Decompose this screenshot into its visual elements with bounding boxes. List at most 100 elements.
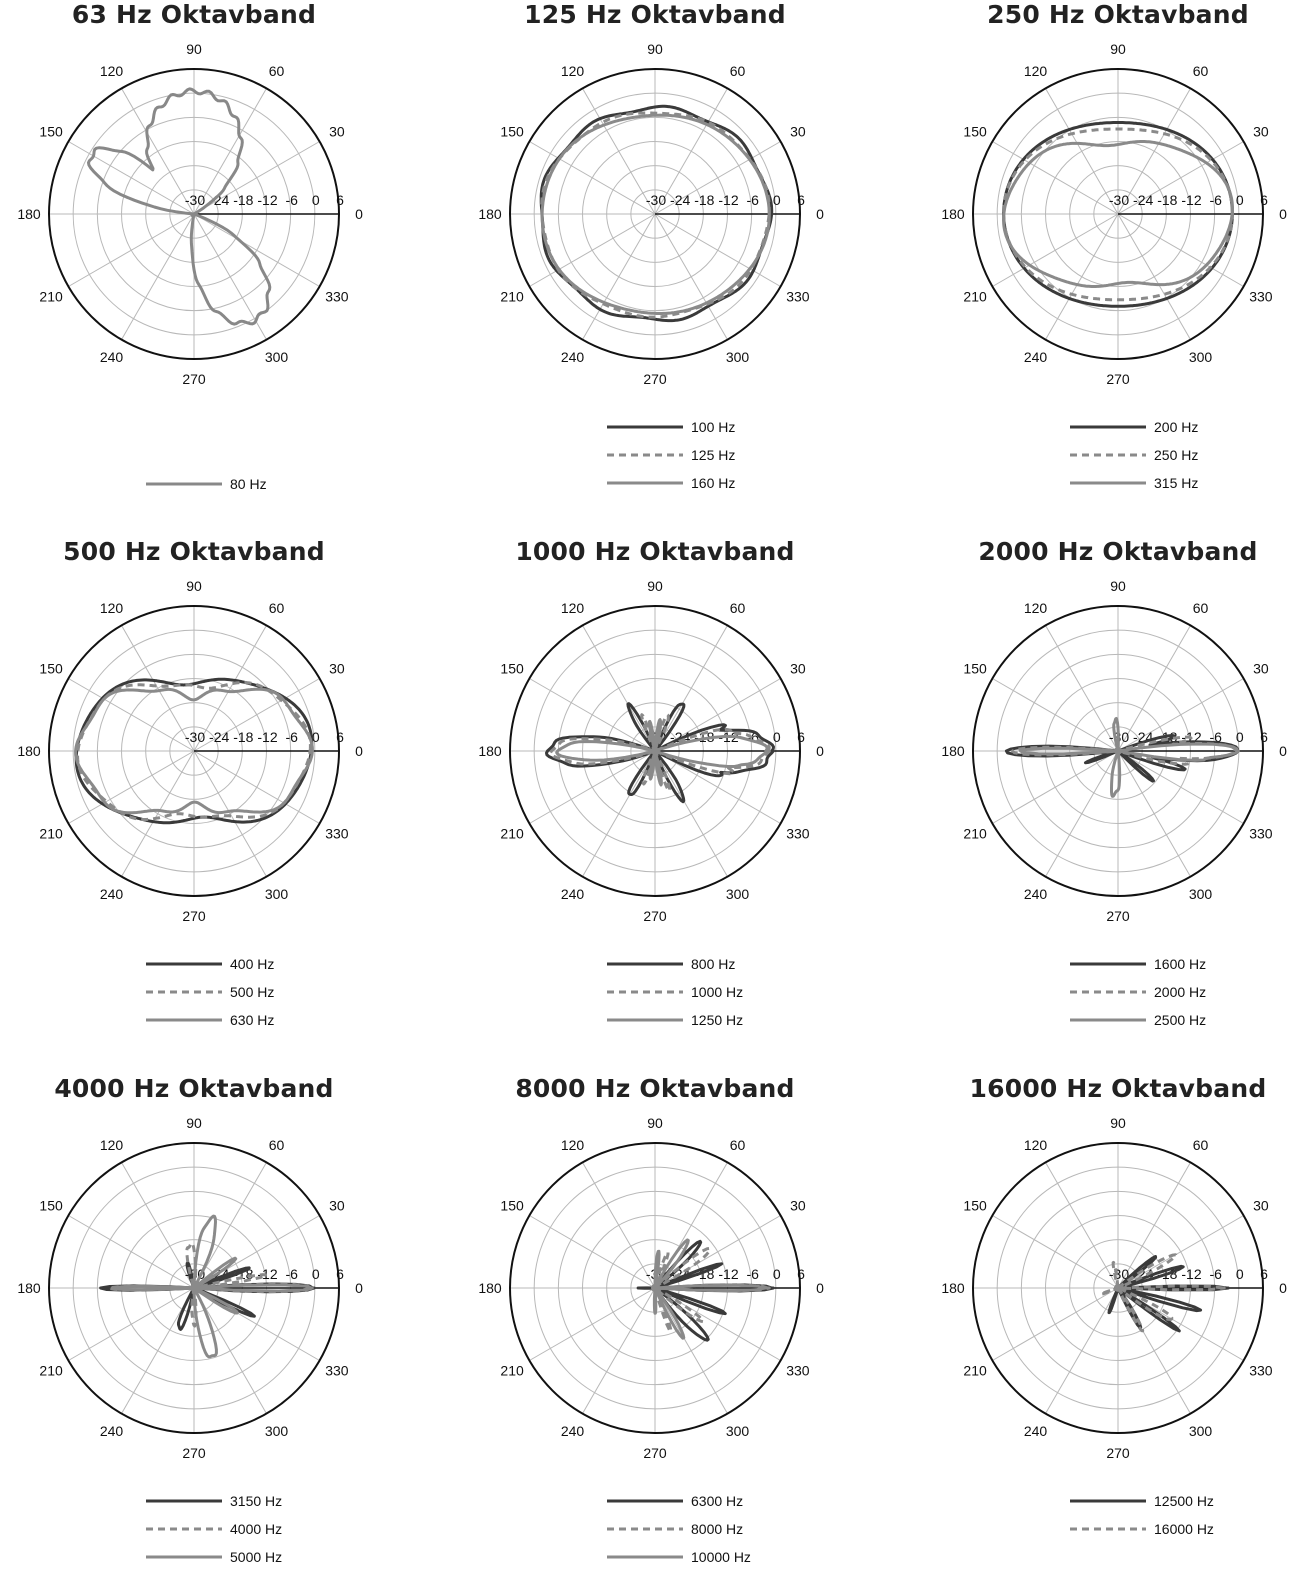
outer-ring — [509, 68, 801, 360]
grid-spoke — [654, 213, 728, 340]
chart-title: 63 Hz Oktavband — [71, 0, 317, 29]
grid-spoke — [529, 213, 656, 287]
grid-spoke — [1045, 213, 1119, 340]
angle-label: 210 — [500, 1363, 524, 1379]
grid-spoke — [68, 1287, 195, 1361]
chart-title: 125 Hz Oktavband — [524, 0, 786, 29]
angle-label: 30 — [790, 661, 806, 677]
angle-label: 180 — [17, 1280, 41, 1296]
r-tick-label: 0 — [773, 192, 781, 208]
r-tick-label: -24 — [670, 192, 690, 208]
r-tick-label: -6 — [285, 192, 298, 208]
angle-label: 270 — [1106, 371, 1130, 387]
series-line — [545, 702, 775, 804]
polar-plot: -30 -24 -18 -12 -6 0 6030609012015018021024027… — [17, 578, 363, 1028]
angle-label: 0 — [816, 1280, 824, 1296]
legend-label: 12500 Hz — [1154, 1493, 1214, 1509]
grid-spoke — [529, 1215, 656, 1289]
grid-spoke — [582, 750, 656, 877]
angle-label: 120 — [100, 1137, 124, 1153]
series-line — [540, 113, 771, 315]
r-tick-label: 6 — [1260, 192, 1268, 208]
grid-spoke — [193, 213, 320, 287]
angle-label: 90 — [647, 578, 663, 594]
grid-spoke — [68, 678, 195, 752]
angle-label: 300 — [1189, 349, 1213, 365]
polar-plot: -30 -24 -18 -12 -6 0 6030609012015018021024027… — [478, 578, 824, 1028]
angle-label: 90 — [186, 1115, 202, 1131]
r-tick-label: 6 — [1260, 1266, 1268, 1282]
angle-label: 300 — [265, 349, 289, 365]
angle-label: 210 — [500, 826, 524, 842]
angle-label: 30 — [790, 124, 806, 140]
grid-spoke — [1117, 678, 1244, 752]
r-tick-label: 0 — [1236, 1266, 1244, 1282]
grid-spoke — [68, 141, 195, 215]
grid-spoke — [529, 1287, 656, 1361]
angle-label: 330 — [786, 826, 810, 842]
angle-label: 150 — [963, 124, 987, 140]
legend-label: 400 Hz — [230, 956, 274, 972]
grid-spoke — [1045, 1287, 1119, 1414]
outer-ring — [972, 605, 1264, 897]
angle-label: 90 — [647, 41, 663, 57]
legend-label: 16000 Hz — [1154, 1521, 1214, 1537]
legend-label: 5000 Hz — [230, 1549, 282, 1565]
r-tick-label: -12 — [718, 1266, 738, 1282]
r-tick-label: -18 — [233, 729, 253, 745]
grid-spoke — [529, 750, 656, 824]
angle-label: 240 — [561, 1423, 585, 1439]
angle-label: 180 — [478, 206, 502, 222]
angle-label: 210 — [39, 289, 63, 305]
angle-label: 90 — [647, 1115, 663, 1131]
grid-spoke — [1117, 213, 1244, 287]
angle-label: 150 — [39, 124, 63, 140]
r-tick-label: -30 — [646, 192, 666, 208]
angle-label: 180 — [941, 1280, 965, 1296]
angle-label: 150 — [39, 661, 63, 677]
r-tick-label: -6 — [746, 192, 759, 208]
angle-label: 150 — [500, 124, 524, 140]
r-tick-label: 6 — [797, 1266, 805, 1282]
angle-label: 120 — [1024, 1137, 1048, 1153]
angle-label: 300 — [726, 886, 750, 902]
angle-label: 210 — [963, 1363, 987, 1379]
polar-chart-panel: 16000 Hz Oktavband -30 -24 -18 -12 -6 0 6 0 30 60 9… — [908, 1074, 1309, 1594]
legend-label: 630 Hz — [230, 1012, 274, 1028]
angle-label: 30 — [1253, 124, 1269, 140]
grid-spoke — [992, 1215, 1119, 1289]
r-tick-label: -30 — [185, 192, 205, 208]
grid-spoke — [1117, 213, 1191, 340]
r-tick-label: -18 — [694, 192, 714, 208]
legend-label: 2000 Hz — [1154, 984, 1206, 1000]
series-line — [76, 681, 312, 821]
r-tick-label: -6 — [1209, 192, 1222, 208]
grid-spoke — [529, 141, 656, 215]
polar-plot: -30 -24 -18 -12 -6 0 6030609012015018021024027… — [941, 578, 1287, 1028]
legend-label: 125 Hz — [691, 447, 735, 463]
r-tick-label: -6 — [746, 1266, 759, 1282]
angle-label: 270 — [182, 371, 206, 387]
grid-spoke — [121, 88, 195, 215]
grid-spoke — [992, 678, 1119, 752]
angle-label: 120 — [561, 1137, 585, 1153]
polar-plot: -30 -24 -18 -12 -6 0 6030609012015018021024027… — [478, 41, 824, 491]
angle-label: 330 — [1249, 1363, 1273, 1379]
angle-label: 210 — [963, 826, 987, 842]
series-line — [1002, 127, 1234, 302]
angle-label: 150 — [39, 1198, 63, 1214]
angle-label: 120 — [561, 600, 585, 616]
outer-ring — [972, 68, 1264, 360]
angle-label: 240 — [100, 1423, 124, 1439]
angle-label: 330 — [325, 1363, 349, 1379]
r-tick-label: -24 — [209, 729, 229, 745]
grid-spoke — [654, 625, 728, 752]
outer-ring — [972, 1142, 1264, 1434]
grid-spoke — [193, 1287, 267, 1414]
angle-label: 30 — [329, 124, 345, 140]
r-tick-label: 6 — [336, 1266, 344, 1282]
angle-label: 210 — [39, 1363, 63, 1379]
grid-spoke — [1117, 88, 1191, 215]
legend-label: 2500 Hz — [1154, 1012, 1206, 1028]
series-line — [1002, 140, 1234, 288]
